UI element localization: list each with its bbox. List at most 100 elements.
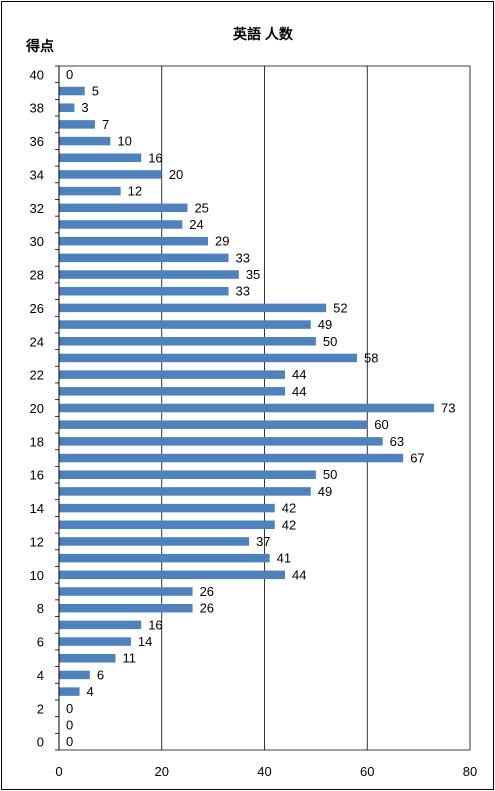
bar-7 xyxy=(59,620,142,630)
data-label-20: 73 xyxy=(441,401,455,416)
y-tick-label-40: 40 xyxy=(30,67,44,82)
y-tick-label-18: 18 xyxy=(30,434,44,449)
data-label-35: 16 xyxy=(148,150,162,165)
bar-34 xyxy=(59,170,162,179)
data-label-28: 35 xyxy=(246,267,260,282)
bar-21 xyxy=(59,387,286,396)
data-label-8: 26 xyxy=(200,601,214,616)
y-tick-label-30: 30 xyxy=(30,234,44,249)
y-tick-label-32: 32 xyxy=(30,201,44,216)
y-tick-label-4: 4 xyxy=(37,668,44,683)
data-label-13: 42 xyxy=(282,517,296,532)
y-tick-label-0: 0 xyxy=(37,735,44,750)
bar-25 xyxy=(59,320,311,329)
data-label-17: 67 xyxy=(410,451,424,466)
x-tick-label-20: 20 xyxy=(155,764,169,779)
data-label-22: 44 xyxy=(292,367,306,382)
y-tick-label-16: 16 xyxy=(30,468,44,483)
bar-18 xyxy=(59,437,383,446)
bar-32 xyxy=(59,203,188,213)
data-label-38: 3 xyxy=(81,100,88,115)
bar-24 xyxy=(59,337,316,346)
data-label-1: 0 xyxy=(66,717,73,732)
bar-3 xyxy=(59,687,80,696)
data-label-33: 12 xyxy=(128,184,142,199)
x-tick-label-0: 0 xyxy=(55,764,62,779)
y-tick-label-8: 8 xyxy=(37,601,44,616)
bar-4 xyxy=(59,670,90,680)
data-label-26: 52 xyxy=(333,300,347,315)
bar-37 xyxy=(59,120,95,129)
chart-title: 英語 人数 xyxy=(232,26,294,42)
y-tick-label-34: 34 xyxy=(30,167,44,182)
y-tick-label-20: 20 xyxy=(30,401,44,416)
data-label-2: 0 xyxy=(66,701,73,716)
bar-31 xyxy=(59,220,183,229)
y-tick-label-12: 12 xyxy=(30,534,44,549)
data-label-32: 25 xyxy=(194,200,208,215)
y-axis-label: 得点 xyxy=(25,38,54,54)
data-label-14: 42 xyxy=(282,501,296,516)
data-label-15: 49 xyxy=(318,484,332,499)
data-label-24: 50 xyxy=(323,334,337,349)
x-tick-label-80: 80 xyxy=(463,764,477,779)
bar-9 xyxy=(59,587,193,596)
bar-36 xyxy=(59,136,111,146)
x-tick-label-60: 60 xyxy=(360,764,374,779)
bar-17 xyxy=(59,453,404,463)
data-label-23: 58 xyxy=(364,350,378,365)
bar-14 xyxy=(59,503,275,513)
bar-26 xyxy=(59,303,327,313)
bar-10 xyxy=(59,570,286,580)
bar-19 xyxy=(59,420,368,429)
data-labels: 0537101620122524293335335249505844447360… xyxy=(66,67,456,749)
bar-33 xyxy=(59,186,121,196)
y-tick-label-36: 36 xyxy=(30,134,44,149)
data-label-0: 0 xyxy=(66,734,73,749)
x-tick-labels: 0 20 40 60 80 xyxy=(55,764,477,779)
data-label-6: 14 xyxy=(138,634,152,649)
data-label-40: 0 xyxy=(66,67,73,82)
bar-22 xyxy=(59,370,286,379)
data-label-37: 7 xyxy=(102,117,109,132)
bar-28 xyxy=(59,270,239,279)
data-label-39: 5 xyxy=(92,84,99,99)
y-tick-label-22: 22 xyxy=(30,368,44,383)
data-label-31: 24 xyxy=(189,217,203,232)
bar-16 xyxy=(59,470,316,479)
data-label-10: 44 xyxy=(292,567,306,582)
axes xyxy=(55,65,60,751)
data-label-12: 37 xyxy=(256,534,270,549)
x-tick-label-40: 40 xyxy=(257,764,271,779)
bar-12 xyxy=(59,537,250,546)
y-tick-label-28: 28 xyxy=(30,268,44,283)
bar-20 xyxy=(59,403,435,413)
bar-8 xyxy=(59,603,193,613)
data-label-21: 44 xyxy=(292,384,306,399)
data-label-4: 6 xyxy=(97,667,104,682)
bar-30 xyxy=(59,236,208,246)
data-label-30: 29 xyxy=(215,234,229,249)
data-label-29: 33 xyxy=(236,250,250,265)
bar-6 xyxy=(59,637,131,646)
bar-27 xyxy=(59,286,229,296)
y-tick-label-26: 26 xyxy=(30,301,44,316)
data-label-27: 33 xyxy=(236,284,250,299)
gridlines xyxy=(59,65,471,751)
data-label-16: 50 xyxy=(323,467,337,482)
y-tick-label-10: 10 xyxy=(30,568,44,583)
bar-15 xyxy=(59,487,311,496)
data-label-3: 4 xyxy=(87,684,94,699)
data-label-9: 26 xyxy=(200,584,214,599)
data-label-18: 63 xyxy=(390,434,404,449)
bar-11 xyxy=(59,553,270,563)
data-label-7: 16 xyxy=(148,617,162,632)
y-tick-label-2: 2 xyxy=(37,701,44,716)
bar-5 xyxy=(59,653,116,663)
y-tick-label-14: 14 xyxy=(30,501,44,516)
data-label-11: 41 xyxy=(277,551,291,566)
data-label-19: 60 xyxy=(374,417,388,432)
data-label-34: 20 xyxy=(169,167,183,182)
